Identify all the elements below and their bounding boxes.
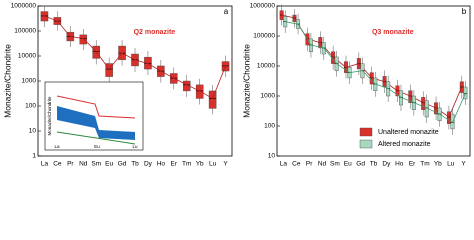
- x-tick-label: Nd: [318, 161, 327, 168]
- x-tick-label: Eu: [344, 161, 352, 168]
- x-tick-label: Tm: [420, 161, 429, 168]
- panel-title: Q2 monazite: [134, 29, 176, 36]
- x-tick-label: Sm: [330, 161, 340, 168]
- x-tick-label: Sm: [91, 161, 101, 168]
- plot-frame: [276, 5, 471, 157]
- box: [386, 81, 391, 97]
- y-axis-label: Monazite/Chondrite: [241, 44, 251, 118]
- y-tick-label: 1000: [22, 78, 37, 85]
- panel-title: Q3 monazite: [372, 29, 414, 36]
- y-tick-label: 100000: [253, 33, 275, 40]
- y-tick-label: 1000: [261, 93, 276, 100]
- y-tick-label: 1000000: [250, 3, 276, 10]
- panel-label: a: [224, 7, 229, 16]
- x-tick-label: Er: [409, 161, 416, 168]
- inset-line: [56, 95, 136, 119]
- x-tick-label: Tb: [131, 161, 139, 168]
- legend-swatch: [359, 127, 373, 137]
- x-tick-label: Dy: [382, 161, 391, 168]
- y-tick-label: 10000: [18, 53, 36, 60]
- box: [208, 90, 217, 109]
- x-tick-label: Gd: [356, 161, 365, 168]
- x-tick-label: Dy: [144, 161, 153, 168]
- box: [195, 84, 204, 99]
- y-tick-label: 100000: [14, 28, 36, 35]
- legend-label: Altered monazite: [378, 141, 431, 148]
- box: [144, 56, 152, 70]
- y-tick-label: 100: [264, 123, 275, 130]
- inset-x-label: Lu: [132, 144, 138, 149]
- box: [105, 63, 113, 77]
- x-tick-label: Yb: [196, 161, 204, 168]
- inset-x-label: Eu: [94, 144, 100, 149]
- y-tick-label: 10: [29, 128, 37, 135]
- x-tick-label: Nd: [79, 161, 88, 168]
- box: [79, 34, 88, 45]
- median-line: [44, 15, 226, 100]
- x-tick-label: Ho: [395, 161, 404, 168]
- box: [463, 86, 468, 100]
- median-line: [285, 21, 466, 124]
- x-tick-label: Y: [223, 161, 228, 168]
- x-tick-label: Y: [461, 161, 466, 168]
- y-axis-label: Monazite/Chondrite: [2, 44, 12, 118]
- box: [182, 80, 191, 92]
- y-tick-label: 1000000: [11, 3, 37, 10]
- x-tick-label: Yb: [434, 161, 442, 168]
- x-tick-label: Lu: [447, 161, 455, 168]
- x-tick-label: Tm: [182, 161, 191, 168]
- y-tick-label: 1: [32, 153, 36, 160]
- y-tick-label: 100: [25, 103, 36, 110]
- x-tick-label: Gd: [118, 161, 127, 168]
- x-tick-label: Lu: [209, 161, 217, 168]
- y-tick-label: 10: [268, 153, 276, 160]
- inset-line: [56, 131, 136, 145]
- inset-y-label: Monazite/Chondrite: [47, 96, 52, 136]
- x-tick-label: Er: [171, 161, 178, 168]
- x-tick-label: Pr: [67, 161, 74, 168]
- x-tick-label: Pr: [306, 161, 313, 168]
- legend-swatch: [359, 139, 373, 149]
- panel-label: b: [462, 7, 467, 16]
- x-tick-label: Ce: [292, 161, 301, 168]
- x-tick-label: Ce: [53, 161, 62, 168]
- x-tick-label: Tb: [370, 161, 378, 168]
- inset-band: [57, 106, 135, 140]
- x-tick-label: Eu: [105, 161, 113, 168]
- y-tick-label: 10000: [257, 63, 275, 70]
- x-tick-label: Ho: [157, 161, 166, 168]
- figure: 1 10 100 1000 10000 100000 1000000 Monazite/Cho…: [2, 3, 471, 168]
- x-tick-label: La: [280, 161, 288, 168]
- inset-x-label: La: [54, 144, 60, 149]
- legend-label: Unaltered monazite: [378, 129, 439, 136]
- x-tick-label: La: [41, 161, 49, 168]
